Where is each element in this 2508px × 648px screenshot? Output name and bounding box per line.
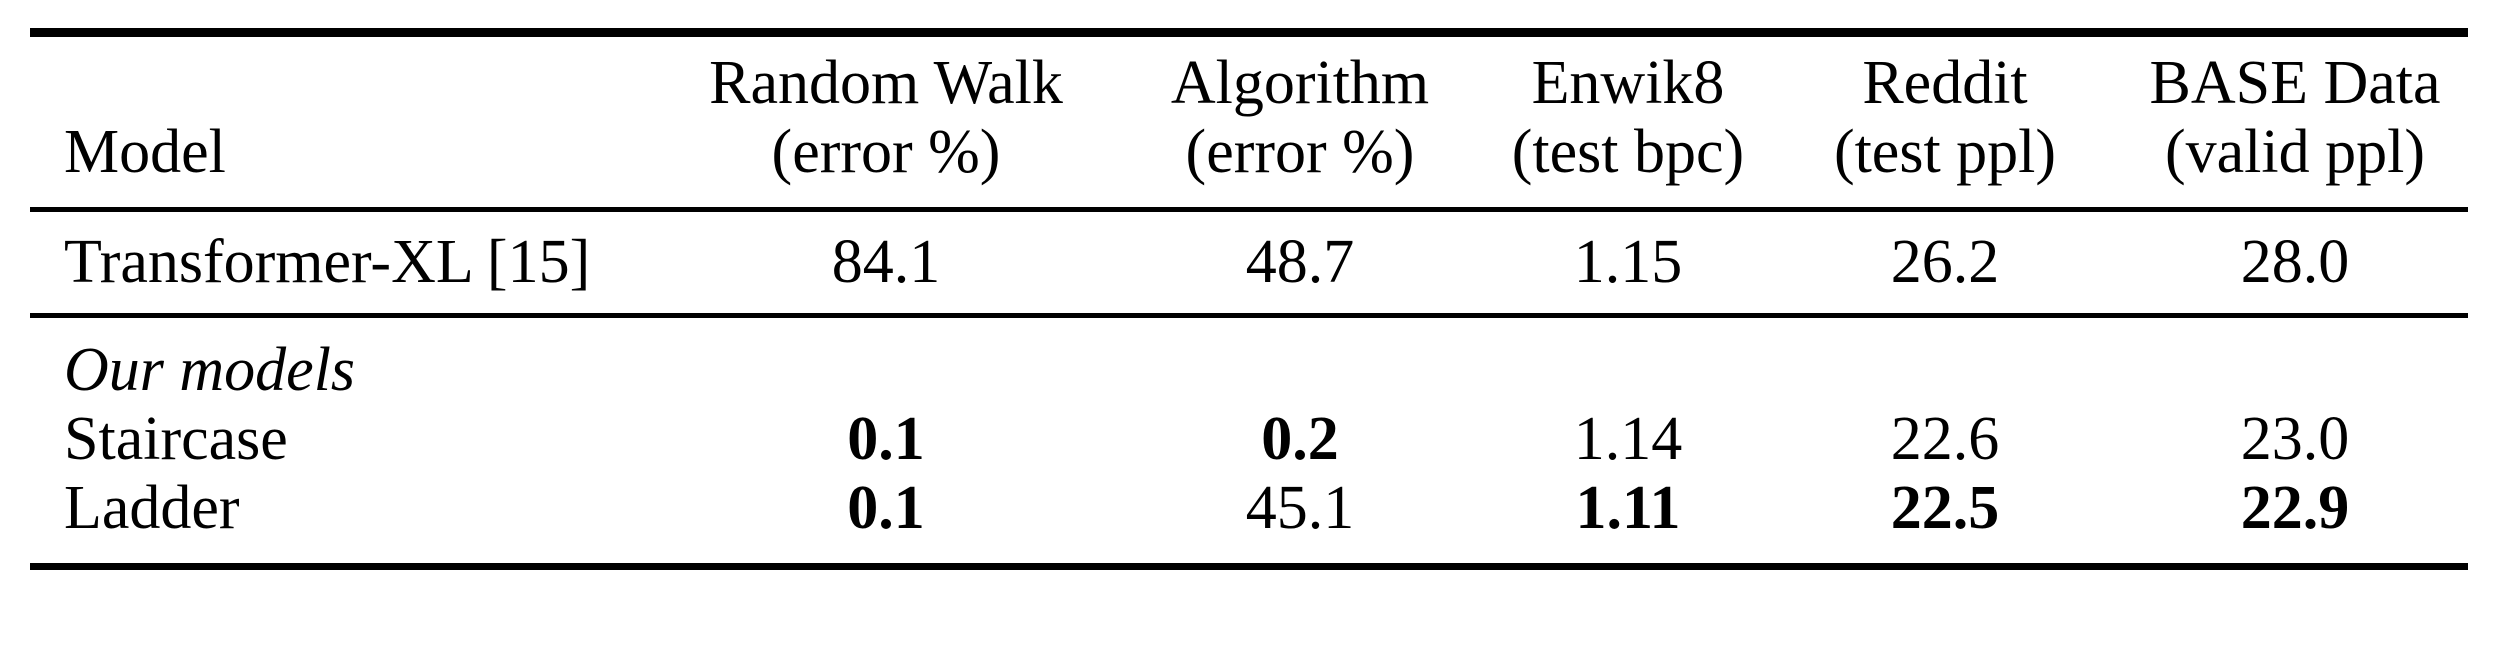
cell-transformer-xl-reddit: 26.2	[1890, 228, 2000, 296]
cell-staircase-enwik8: 1.14	[1573, 405, 1683, 473]
top-rule	[30, 28, 2468, 37]
column-header-model-label: Model	[64, 118, 226, 186]
column-header-random-walk-unit: (error %)	[771, 118, 1001, 186]
cell-staircase-reddit: 22.6	[1890, 405, 2000, 473]
column-header-enwik8-unit: (test bpc)	[1511, 118, 1745, 186]
column-header-enwik8-title: Enwik8	[1531, 49, 1725, 117]
cell-ladder-reddit: 22.5	[1890, 474, 2000, 542]
section-rule	[30, 313, 2468, 318]
column-header-random-walk-title: Random Walk	[709, 49, 1063, 117]
column-header-model: Model	[30, 37, 660, 207]
cell-transformer-xl-algorithm: 48.7	[1245, 228, 1355, 296]
column-header-random-walk: Random Walk (error %)	[660, 37, 1112, 207]
cell-transformer-xl-base-data: 28.0	[2240, 228, 2350, 296]
column-header-base-data-title: BASE Data	[2149, 49, 2441, 117]
cell-transformer-xl-enwik8: 1.15	[1573, 228, 1683, 296]
model-name-ladder: Ladder	[64, 474, 240, 542]
cell-ladder-base-data: 22.9	[2240, 474, 2350, 542]
table-row-staircase: Staircase 0.1 0.2 1.14 22.6 23.0	[30, 405, 2468, 474]
column-header-base-data: BASE Data (valid ppl)	[2122, 37, 2468, 207]
column-header-enwik8: Enwik8 (test bpc)	[1488, 37, 1768, 207]
bottom-rule	[30, 563, 2468, 570]
column-header-reddit-unit: (test ppl)	[1833, 118, 2057, 186]
cell-staircase-random-walk: 0.1	[847, 405, 925, 473]
model-name-transformer-xl: Transformer-XL [15]	[64, 228, 591, 296]
header-rule	[30, 207, 2468, 212]
cell-ladder-random-walk: 0.1	[847, 474, 925, 542]
section-label: Our models	[64, 336, 356, 404]
column-header-algorithm-title: Algorithm	[1170, 49, 1430, 117]
cell-ladder-enwik8: 1.11	[1575, 474, 1681, 542]
column-header-reddit-title: Reddit	[1862, 49, 2028, 117]
our-models-section: Our models Staircase 0.1 0.2 1.14 22.6 2…	[30, 318, 2468, 563]
cell-staircase-base-data: 23.0	[2240, 405, 2350, 473]
table-row-ladder: Ladder 0.1 45.1 1.11 22.5 22.9	[30, 474, 2468, 543]
model-name-staircase: Staircase	[64, 405, 288, 473]
header-row: Model Random Walk (error %) Algorithm (e…	[30, 37, 2468, 207]
cell-transformer-xl-random-walk: 84.1	[831, 228, 941, 296]
cell-ladder-algorithm: 45.1	[1245, 474, 1355, 542]
cell-staircase-algorithm: 0.2	[1261, 405, 1339, 473]
results-table: Model Random Walk (error %) Algorithm (e…	[30, 28, 2468, 570]
column-header-algorithm: Algorithm (error %)	[1112, 37, 1488, 207]
section-label-row: Our models	[30, 336, 2468, 405]
column-header-reddit: Reddit (test ppl)	[1768, 37, 2122, 207]
column-header-base-data-unit: (valid ppl)	[2165, 118, 2425, 186]
column-header-algorithm-unit: (error %)	[1185, 118, 1415, 186]
table-row-transformer-xl: Transformer-XL [15] 84.1 48.7 1.15 26.2 …	[30, 212, 2468, 313]
